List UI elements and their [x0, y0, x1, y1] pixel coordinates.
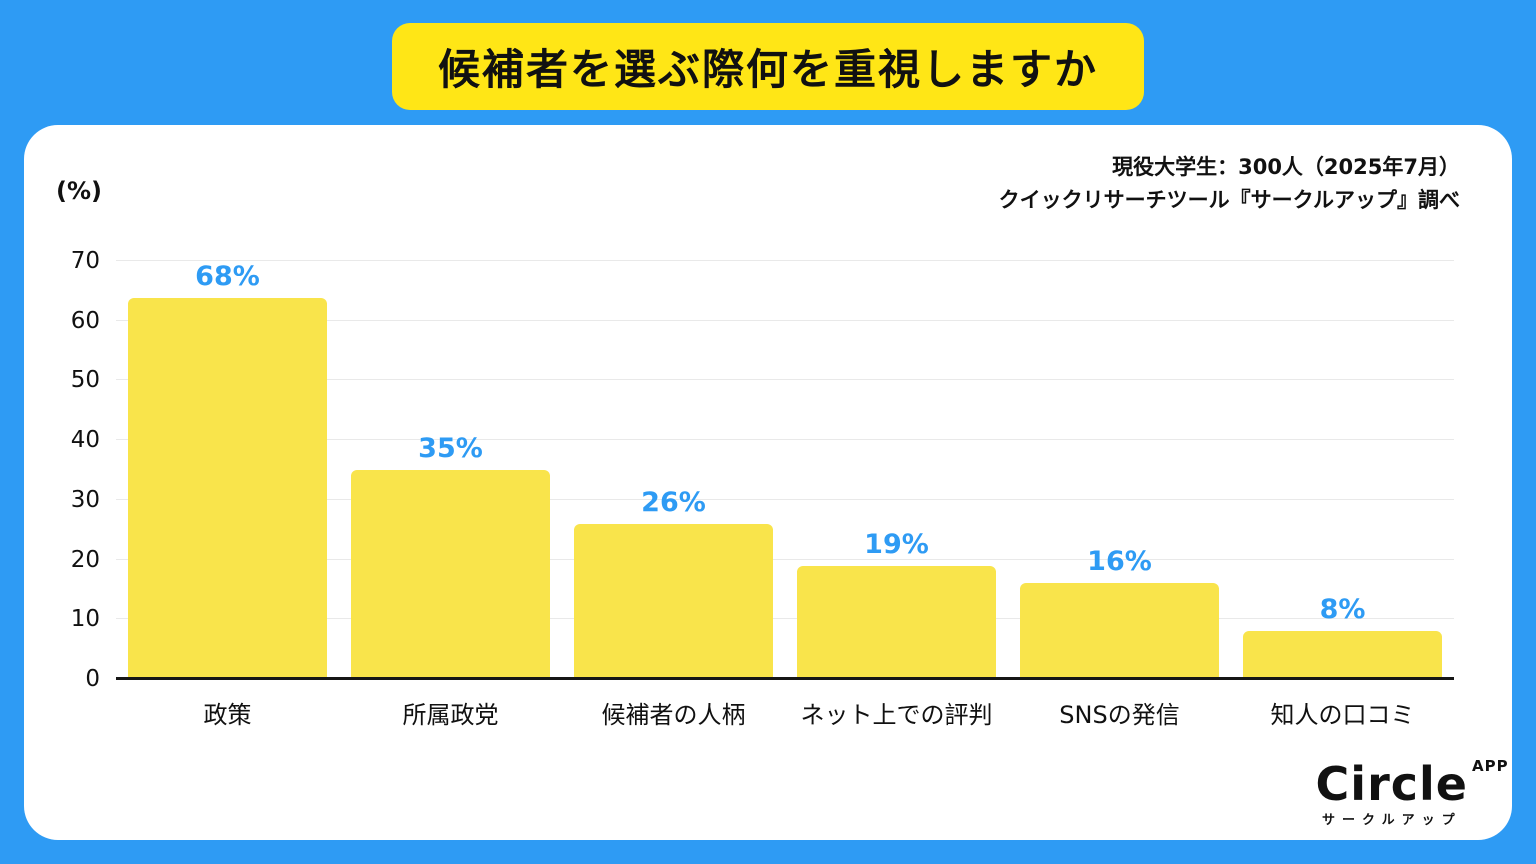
- logo-subtext: サークルアップ: [1321, 813, 1462, 828]
- bar-value-label: 16%: [1087, 546, 1152, 578]
- bar-value-label: 35%: [418, 433, 483, 464]
- bar-chart: 0 10 20 30 40 50 60 70 68% 政策 35% 所属政党 26% 候補者の人柄 19%…: [71, 248, 1454, 729]
- bar: [1020, 583, 1219, 679]
- bar: [574, 523, 773, 679]
- bar-category-label: 政策: [203, 701, 252, 729]
- bar-category-label: SNSの発信: [1059, 701, 1180, 729]
- page-title: 候補者を選ぶ際何を重視しますか: [391, 23, 1144, 110]
- bar-category-label: 候補者の人柄: [601, 701, 746, 729]
- title-banner-wrap: 候補者を選ぶ際何を重視しますか: [0, 23, 1536, 110]
- bar-slot: 35% 所属政党: [339, 261, 562, 729]
- bar: [797, 565, 996, 679]
- y-tick-label: 70: [70, 248, 100, 274]
- bar: [128, 298, 327, 679]
- bar-slot: 16% SNSの発信: [1008, 261, 1231, 729]
- y-tick-label: 60: [70, 307, 100, 334]
- survey-source-line1: 現役大学生：300人（2025年7月）: [1112, 155, 1460, 179]
- bar-slot: 19% ネット上での評判: [785, 261, 1008, 729]
- gridline: [116, 319, 1454, 321]
- bar-category-label: 所属政党: [402, 701, 499, 729]
- x-axis-line: [116, 677, 1454, 680]
- y-tick-label: 20: [70, 546, 100, 573]
- gridline: [116, 260, 1454, 261]
- gridline: [116, 379, 1454, 381]
- bar-category-label: 知人の口コミ: [1270, 701, 1415, 729]
- y-tick-label: 10: [70, 606, 100, 633]
- gridline: [116, 498, 1454, 500]
- survey-source-line2: クイックリサーチツール『サークルアップ』調べ: [998, 187, 1460, 212]
- bar-slot: 68% 政策: [116, 261, 339, 729]
- logo-wordmark: Circle APP: [1316, 759, 1508, 808]
- circleapp-logo: Circle APP サークルアップ: [1316, 759, 1508, 829]
- y-tick-label: 30: [70, 486, 100, 513]
- bar-category-label: ネット上での評判: [800, 701, 993, 729]
- gridline: [116, 558, 1454, 560]
- y-tick-label: 0: [85, 666, 100, 692]
- survey-source-note: 現役大学生：300人（2025年7月） クイックリサーチツール『サークルアップ』…: [999, 151, 1460, 216]
- bar: [351, 470, 550, 679]
- gridline: [116, 439, 1454, 441]
- y-tick-label: 50: [70, 367, 100, 394]
- logo-app-superscript: APP: [1472, 757, 1509, 775]
- logo-name-text: Circle: [1315, 757, 1468, 811]
- bars-container: 68% 政策 35% 所属政党 26% 候補者の人柄 19% ネット上での評判 16% SNSの発…: [116, 261, 1454, 729]
- bar-value-label: 8%: [1319, 594, 1366, 626]
- bar-value-label: 19%: [864, 528, 929, 560]
- chart-card: 現役大学生：300人（2025年7月） クイックリサーチツール『サークルアップ』…: [24, 125, 1512, 840]
- gridline: [116, 618, 1454, 620]
- bar-value-label: 26%: [641, 486, 706, 518]
- bar-slot: 26% 候補者の人柄: [562, 261, 785, 729]
- bar: [1243, 631, 1442, 679]
- y-axis-unit-label: (%): [56, 177, 102, 205]
- bar-value-label: 68%: [195, 261, 260, 292]
- bar-slot: 8% 知人の口コミ: [1231, 261, 1454, 729]
- y-tick-label: 40: [70, 427, 100, 454]
